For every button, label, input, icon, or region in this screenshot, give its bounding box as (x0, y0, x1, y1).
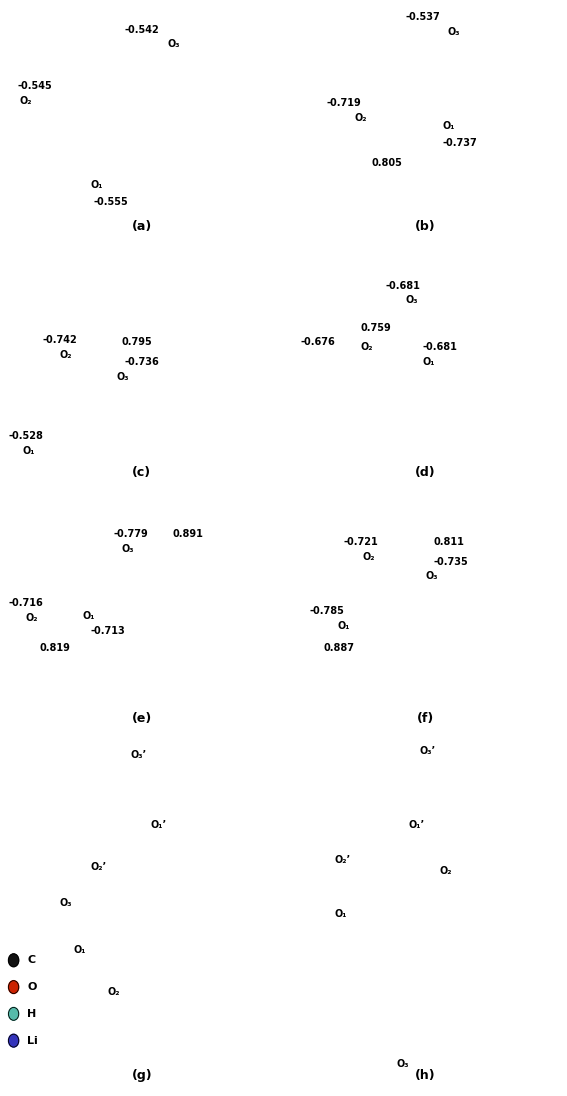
Text: 0.887: 0.887 (323, 642, 354, 653)
Text: O₁’: O₁’ (408, 820, 425, 830)
Text: O₂: O₂ (439, 866, 452, 876)
Text: O₁: O₁ (91, 180, 103, 190)
Text: -0.537: -0.537 (405, 12, 440, 22)
Text: O₂: O₂ (108, 987, 120, 997)
Text: O₁: O₁ (422, 357, 435, 367)
Text: O₃: O₃ (122, 545, 134, 555)
Text: -0.719: -0.719 (326, 99, 361, 109)
Text: 0.891: 0.891 (173, 529, 204, 539)
Text: -0.785: -0.785 (309, 606, 344, 616)
Text: O₁: O₁ (74, 945, 86, 955)
Text: 0.805: 0.805 (371, 158, 402, 168)
Text: O₃: O₃ (405, 296, 418, 306)
Text: C: C (27, 956, 35, 966)
Text: O₂: O₂ (363, 551, 375, 561)
Text: O₁: O₁ (442, 121, 455, 130)
Text: O₃: O₃ (448, 27, 460, 37)
Text: -0.716: -0.716 (9, 598, 43, 608)
Text: -0.681: -0.681 (422, 342, 458, 352)
Text: O₁: O₁ (82, 610, 95, 620)
Text: -0.721: -0.721 (343, 537, 378, 547)
Text: 0.811: 0.811 (434, 537, 464, 547)
Text: (e): (e) (132, 712, 152, 726)
Text: (a): (a) (132, 219, 152, 232)
Text: -0.528: -0.528 (9, 431, 44, 441)
Circle shape (9, 981, 19, 993)
Text: (g): (g) (132, 1070, 152, 1083)
Text: O₁’: O₁’ (150, 820, 167, 830)
Text: -0.545: -0.545 (17, 81, 52, 91)
Text: -0.735: -0.735 (434, 557, 468, 567)
Text: O₃’: O₃’ (420, 746, 436, 756)
Text: 0.795: 0.795 (122, 338, 153, 347)
Text: 0.819: 0.819 (40, 642, 70, 653)
Text: O₃: O₃ (167, 39, 180, 49)
Text: -0.736: -0.736 (125, 357, 159, 367)
Text: O₂: O₂ (360, 342, 373, 352)
Text: -0.542: -0.542 (124, 24, 159, 35)
Text: -0.681: -0.681 (386, 281, 421, 290)
Text: O: O (27, 982, 37, 992)
Text: O₂’: O₂’ (335, 855, 351, 866)
Text: -0.713: -0.713 (91, 626, 125, 636)
Text: (c): (c) (132, 466, 151, 479)
Text: O₁: O₁ (337, 620, 350, 630)
Text: -0.779: -0.779 (113, 529, 148, 539)
Text: -0.676: -0.676 (301, 338, 335, 347)
Text: O₃: O₃ (397, 1059, 409, 1069)
Text: (b): (b) (415, 219, 435, 232)
Text: -0.737: -0.737 (442, 138, 477, 148)
Text: (f): (f) (417, 712, 434, 726)
Text: O₂: O₂ (26, 613, 38, 624)
Text: O₁: O₁ (23, 446, 35, 456)
Text: O₂: O₂ (354, 113, 367, 123)
Text: O₃’: O₃’ (130, 750, 147, 760)
Text: -0.742: -0.742 (43, 335, 77, 345)
Text: O₃: O₃ (116, 372, 129, 381)
Text: O₃: O₃ (425, 571, 438, 581)
Text: -0.555: -0.555 (94, 197, 128, 207)
Text: Li: Li (27, 1036, 38, 1046)
Text: H: H (27, 1008, 36, 1019)
Circle shape (9, 1007, 19, 1020)
Text: O₂’: O₂’ (91, 863, 107, 872)
Text: (h): (h) (415, 1070, 435, 1083)
Text: O₁: O₁ (335, 909, 347, 918)
Text: O₃: O₃ (60, 898, 72, 909)
Text: 0.759: 0.759 (360, 322, 391, 332)
Text: O₂: O₂ (60, 350, 72, 359)
Circle shape (9, 1035, 19, 1047)
Circle shape (9, 954, 19, 967)
Text: O₂: O₂ (20, 96, 32, 106)
Text: (d): (d) (415, 466, 435, 479)
